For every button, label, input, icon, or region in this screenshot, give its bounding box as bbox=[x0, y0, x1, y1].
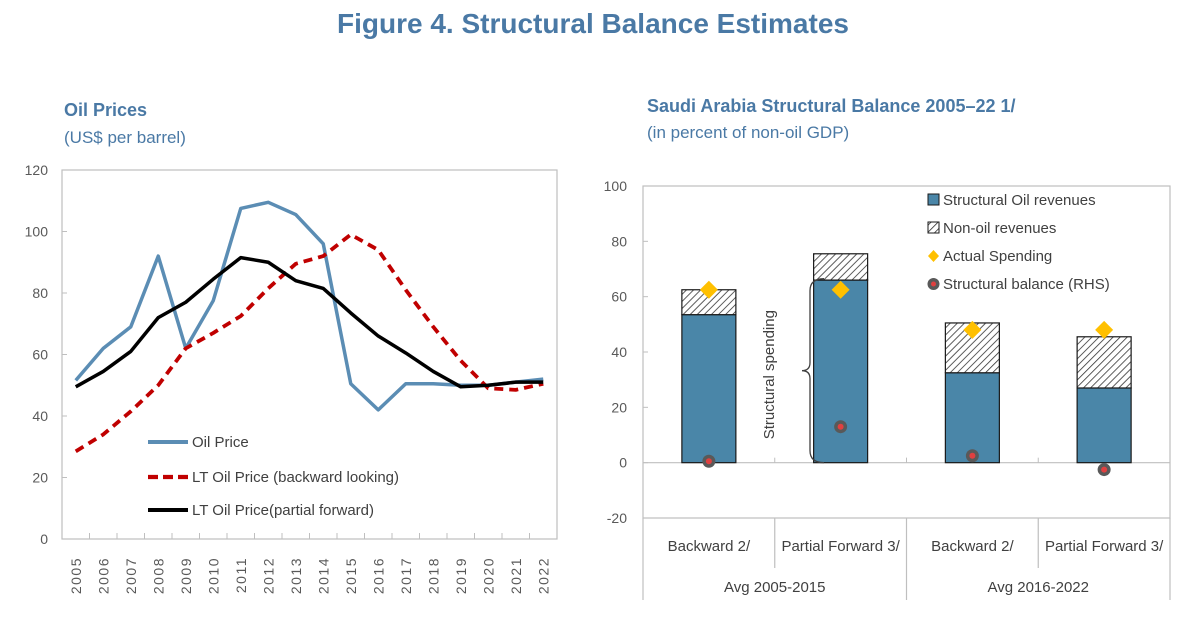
x-tick-label: 2010 bbox=[205, 557, 221, 594]
oil-prices-chart: 0 20 40 60 80 100 120 2005 2006 2007 2008 2009 2010 2… bbox=[25, 162, 558, 594]
x-tick-label: 2022 bbox=[535, 557, 551, 594]
legend-swatch-non-oil bbox=[927, 221, 940, 234]
legend-label: Non-oil revenues bbox=[943, 220, 1056, 237]
x-tick-label: 2014 bbox=[315, 557, 331, 594]
actual-spending-marker bbox=[963, 320, 982, 339]
bar-structural-oil-revenues bbox=[681, 314, 737, 464]
x-tick-label: 2013 bbox=[288, 557, 304, 594]
x-tick-label: 2007 bbox=[123, 557, 139, 594]
x-tick-label: 2012 bbox=[260, 557, 276, 594]
oil-prices-subtitle: (US$ per barrel) bbox=[64, 128, 186, 147]
legend-label: LT Oil Price (backward looking) bbox=[192, 469, 399, 486]
y-tick-label: 60 bbox=[32, 347, 48, 363]
oil-price-line bbox=[74, 200, 544, 412]
y-tick-label: 100 bbox=[604, 178, 628, 194]
category-label: Backward 2/ bbox=[931, 538, 1014, 555]
group-label: Avg 2016-2022 bbox=[988, 579, 1089, 596]
y-tick-label: 120 bbox=[25, 162, 49, 178]
x-tick-label: 2009 bbox=[178, 557, 194, 594]
x-tick-label: 2006 bbox=[95, 557, 111, 594]
y-tick-label: 60 bbox=[611, 289, 627, 305]
y-tick-label: 20 bbox=[611, 399, 627, 415]
legend-label: LT Oil Price(partial forward) bbox=[192, 502, 374, 519]
legend-label: Actual Spending bbox=[943, 248, 1052, 265]
x-tick-label: 2018 bbox=[425, 557, 441, 594]
x-tick-label: 2016 bbox=[370, 557, 386, 594]
structural-balance-title: Saudi Arabia Structural Balance 2005–22 … bbox=[647, 96, 1016, 116]
x-tick-label: 2017 bbox=[398, 557, 414, 594]
actual-spending-marker bbox=[831, 280, 850, 299]
actual-spending-marker bbox=[1095, 320, 1114, 339]
group-label: Avg 2005-2015 bbox=[724, 579, 825, 596]
y-tick-label: 100 bbox=[25, 224, 49, 240]
structural-balance-marker-center bbox=[705, 458, 712, 465]
lt-oil-price-backward-line bbox=[74, 232, 544, 453]
y-tick-label: 80 bbox=[32, 285, 48, 301]
structural-balance-marker-center bbox=[837, 423, 844, 430]
y-tick-label: 0 bbox=[40, 531, 48, 547]
structural-balance-marker-center bbox=[1101, 466, 1108, 473]
legend-swatch-spending bbox=[928, 250, 939, 262]
x-tick-label: 2011 bbox=[233, 557, 249, 593]
legend-label: Oil Price bbox=[192, 434, 249, 451]
x-tick-label: 2019 bbox=[453, 557, 469, 594]
category-label: Partial Forward 3/ bbox=[781, 538, 900, 555]
y-tick-label: 40 bbox=[611, 344, 627, 360]
y-tick-label: -20 bbox=[607, 510, 627, 526]
legend-label: Structural balance (RHS) bbox=[943, 276, 1110, 293]
structural-balance-subtitle: (in percent of non-oil GDP) bbox=[647, 123, 850, 142]
x-tick-label: 2015 bbox=[343, 557, 359, 594]
bar-non-oil-revenues bbox=[813, 253, 869, 281]
category-label: Partial Forward 3/ bbox=[1045, 538, 1164, 555]
structural-balance-chart: -20 0 20 40 60 80 100 Backward 2/Partial Forwar… bbox=[604, 178, 1171, 600]
figure-title: Figure 4. Structural Balance Estimates bbox=[337, 8, 849, 39]
x-tick-label: 2005 bbox=[68, 557, 84, 594]
bar-structural-oil-revenues bbox=[944, 372, 1000, 464]
bar-structural-oil-revenues bbox=[813, 279, 869, 464]
actual-spending-marker bbox=[699, 280, 718, 299]
legend-label: Structural Oil revenues bbox=[943, 192, 1096, 209]
y-tick-label: 40 bbox=[32, 408, 48, 424]
structural-balance-marker-center bbox=[969, 452, 976, 459]
x-tick-label: 2021 bbox=[508, 557, 524, 594]
lt-oil-price-forward-line bbox=[74, 255, 544, 389]
oil-prices-title: Oil Prices bbox=[64, 100, 148, 120]
y-tick-label: 80 bbox=[611, 233, 627, 249]
y-tick-label: 20 bbox=[32, 470, 48, 486]
x-tick-label: 2008 bbox=[150, 557, 166, 594]
bar-structural-oil-revenues bbox=[1076, 387, 1132, 464]
legend-swatch-oil-revenues bbox=[927, 193, 940, 206]
structural-spending-bracket bbox=[801, 278, 825, 464]
structural-spending-label: Structural spending bbox=[761, 310, 778, 439]
y-tick-label: 0 bbox=[619, 455, 627, 471]
x-tick-label: 2020 bbox=[480, 557, 496, 594]
category-label: Backward 2/ bbox=[668, 538, 751, 555]
legend-swatch-balance-center bbox=[931, 281, 936, 287]
bar-non-oil-revenues bbox=[1076, 336, 1132, 389]
